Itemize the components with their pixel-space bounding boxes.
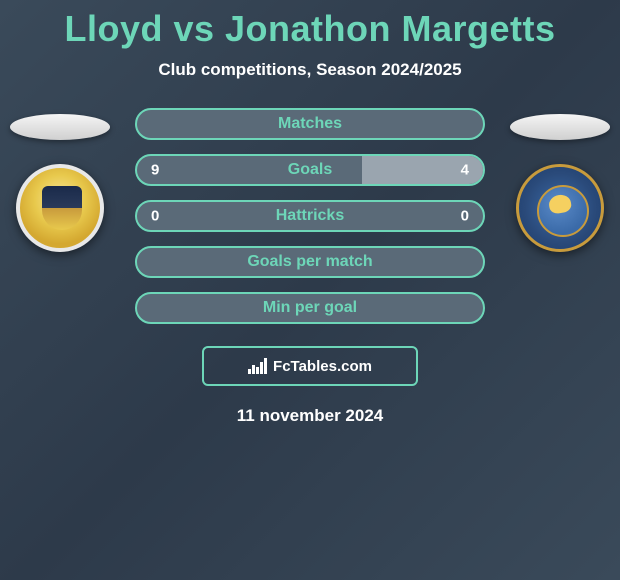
right-player-column: [505, 108, 615, 252]
content-row: Matches Goals 9 4 Hattricks 0 0 Goals per match…: [0, 108, 620, 324]
stat-value-right: 4: [461, 162, 469, 179]
stat-value-left: 0: [151, 208, 159, 225]
stat-row: Min per goal: [135, 292, 485, 324]
stat-row: Hattricks 0 0: [135, 200, 485, 232]
stat-value-left: 9: [151, 162, 159, 179]
stat-label: Goals per match: [247, 253, 372, 271]
brand-text: FcTables.com: [273, 358, 372, 375]
left-player-avatar-placeholder: [10, 114, 110, 140]
snapshot-date: 11 november 2024: [0, 406, 620, 426]
page-title: Lloyd vs Jonathon Margetts: [0, 8, 620, 50]
stat-row: Matches: [135, 108, 485, 140]
stat-row: Goals 9 4: [135, 154, 485, 186]
stat-label: Hattricks: [276, 207, 344, 225]
stat-value-right: 0: [461, 208, 469, 225]
comparison-card: Lloyd vs Jonathon Margetts Club competit…: [0, 0, 620, 426]
stats-list: Matches Goals 9 4 Hattricks 0 0 Goals per match…: [135, 108, 485, 324]
bar-chart-icon: [248, 358, 267, 374]
left-club-crest-icon: [16, 164, 104, 252]
right-club-crest-icon: [516, 164, 604, 252]
right-player-avatar-placeholder: [510, 114, 610, 140]
stat-label: Matches: [278, 115, 342, 133]
stat-row: Goals per match: [135, 246, 485, 278]
stat-label: Goals: [288, 161, 332, 179]
page-subtitle: Club competitions, Season 2024/2025: [0, 60, 620, 80]
brand-footer[interactable]: FcTables.com: [202, 346, 418, 386]
left-player-column: [5, 108, 115, 252]
stat-label: Min per goal: [263, 299, 357, 317]
